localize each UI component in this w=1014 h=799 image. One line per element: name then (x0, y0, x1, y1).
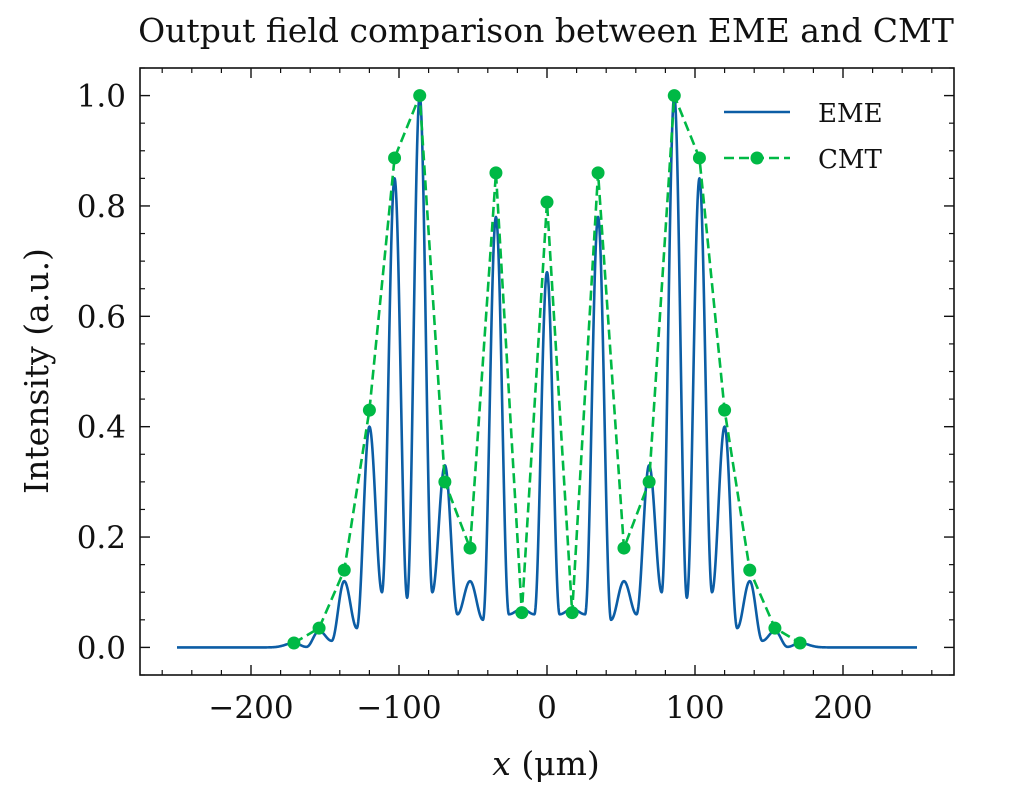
x-tick-label: −100 (356, 690, 441, 726)
data-point-cmt (692, 151, 706, 165)
data-point-cmt (591, 166, 605, 180)
data-point-cmt (718, 403, 732, 417)
data-point-cmt (743, 563, 757, 577)
x-tick-label: −200 (208, 690, 293, 726)
y-tick-label: 0.4 (77, 410, 126, 446)
data-point-cmt (489, 166, 503, 180)
legend-label-cmt: CMT (818, 145, 883, 175)
y-tick-label: 0.6 (77, 299, 126, 335)
data-point-cmt (337, 563, 351, 577)
data-point-cmt (287, 636, 301, 650)
x-tick-label: 100 (665, 690, 724, 726)
y-tick-label: 1.0 (77, 79, 126, 115)
legend-marker-cmt (750, 151, 764, 165)
data-point-cmt (667, 89, 681, 103)
data-point-cmt (362, 403, 376, 417)
y-tick-label: 0.8 (77, 189, 126, 225)
series-line-cmt (293, 95, 801, 645)
x-tick-label: 0 (537, 690, 557, 726)
data-point-cmt (312, 621, 326, 635)
data-point-cmt (642, 475, 656, 489)
legend: EME CMT (724, 99, 883, 175)
x-axis-label: x (μm) (492, 744, 600, 783)
x-tick-labels: −200 −100 0 100 200 (208, 690, 872, 726)
data-point-cmt (463, 541, 477, 555)
data-point-cmt (540, 195, 554, 209)
axis-ticks (140, 67, 954, 676)
y-tick-labels: 0.0 0.2 0.4 0.6 0.8 1.0 (77, 79, 126, 667)
y-tick-label: 0.0 (77, 630, 126, 666)
plot-area (176, 89, 918, 650)
y-axis-label: Intensity (a.u.) (17, 248, 56, 494)
data-point-cmt (768, 621, 782, 635)
data-point-cmt (617, 541, 631, 555)
series-markers-cmt (287, 89, 807, 650)
y-tick-label: 0.2 (77, 520, 126, 556)
data-point-cmt (438, 475, 452, 489)
legend-label-eme: EME (818, 99, 883, 129)
chart-title: Output field comparison between EME and … (138, 11, 954, 50)
data-point-cmt (413, 89, 427, 103)
data-point-cmt (388, 151, 402, 165)
data-point-cmt (565, 606, 579, 620)
data-point-cmt (793, 636, 807, 650)
x-tick-label: 200 (813, 690, 872, 726)
data-point-cmt (515, 606, 529, 620)
series-line-eme (176, 94, 918, 649)
